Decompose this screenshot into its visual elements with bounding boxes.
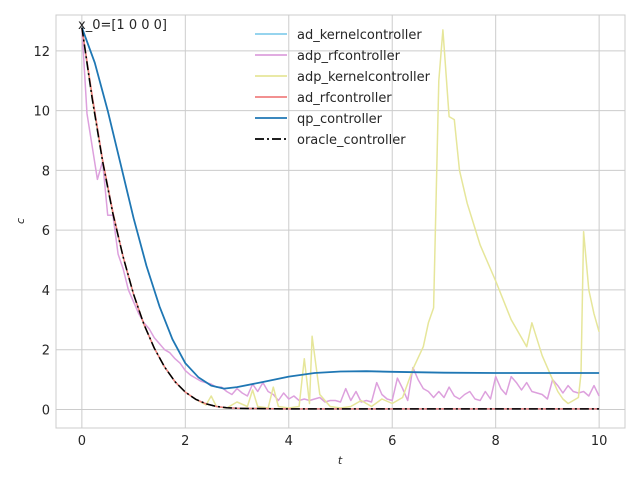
series-line-adp-rfcontroller [81, 27, 600, 403]
series-line-qp-controller [81, 27, 600, 390]
y-tick-label: 12 [33, 45, 50, 60]
legend-label: ad_rfcontroller [297, 91, 392, 106]
y-axis-label: c [14, 218, 27, 224]
legend-label: oracle_controller [297, 133, 406, 148]
x-tick-label: 2 [181, 434, 189, 449]
chart-annotation: x_0=[1 0 0 0] [78, 18, 167, 33]
x-tick-label: 4 [285, 434, 293, 449]
series-layer [81, 27, 600, 410]
y-tick-label: 0 [42, 403, 50, 418]
y-tick-label: 6 [42, 224, 50, 239]
legend-label: qp_controller [297, 112, 383, 127]
x-tick-label: 10 [591, 434, 608, 449]
x-tick-label: 8 [492, 434, 500, 449]
legend-label: adp_kernelcontroller [297, 70, 431, 85]
y-tick-label: 2 [42, 344, 50, 359]
y-tick-label: 8 [42, 164, 50, 179]
tick-labels: 0 2 4 6 8 10 0 2 4 6 8 10 12 [33, 45, 607, 449]
legend-label: ad_kernelcontroller [297, 28, 422, 43]
plot-frame [55, 14, 626, 429]
x-axis-label: t [338, 454, 343, 467]
x-tick-label: 6 [388, 434, 396, 449]
legend-label: adp_rfcontroller [297, 49, 401, 64]
series-line-oracle-controller [81, 27, 600, 410]
y-tick-label: 10 [33, 105, 50, 120]
grid [56, 15, 625, 428]
x-tick-label: 0 [78, 434, 86, 449]
y-tick-label: 4 [42, 284, 50, 299]
legend: ad_kernelcontroller adp_rfcontroller adp_k… [255, 28, 431, 148]
